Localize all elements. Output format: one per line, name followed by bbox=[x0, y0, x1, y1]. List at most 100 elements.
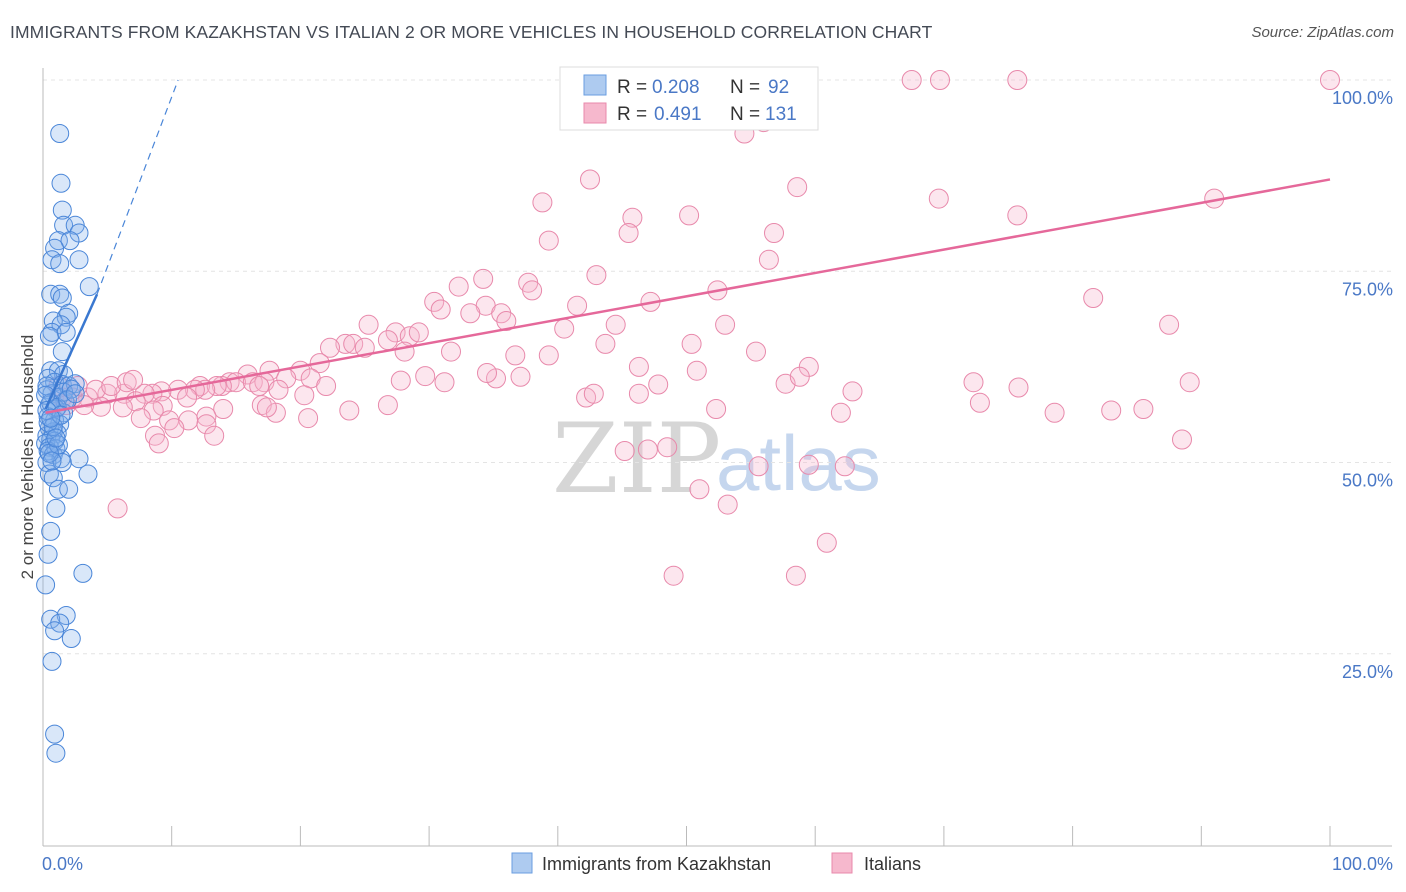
kazakhstan-point-14 bbox=[50, 284, 70, 304]
italians-point-122 bbox=[842, 381, 863, 402]
italians-point-148 bbox=[1172, 429, 1192, 450]
italians-point-41 bbox=[377, 330, 398, 351]
trend-lines bbox=[44, 79, 1331, 415]
italians-point-99 bbox=[143, 400, 164, 421]
kazakhstan-point-59 bbox=[43, 468, 63, 488]
kazakhstan-point-1 bbox=[51, 173, 71, 193]
italians-point-73 bbox=[268, 379, 289, 400]
kazakhstan-point-0 bbox=[50, 124, 70, 143]
stats-legend: R = 0.208 N = 92 R = 0.491 N = 131 bbox=[559, 66, 819, 131]
italians-point-0 bbox=[901, 70, 922, 90]
italians-point-147 bbox=[107, 498, 128, 519]
legend-r-value-1: 0.208 bbox=[652, 77, 700, 98]
italians-point-131 bbox=[390, 370, 411, 391]
italians-point-124 bbox=[969, 392, 990, 413]
italians-point-8 bbox=[532, 192, 553, 213]
italians-point-146 bbox=[785, 565, 806, 586]
italians-point-14 bbox=[618, 223, 639, 243]
kazakhstan-point-72 bbox=[42, 651, 62, 671]
italians-point-120 bbox=[648, 374, 669, 395]
italians-point-142 bbox=[689, 479, 710, 500]
italians-point-51 bbox=[505, 345, 526, 366]
italians-point-102 bbox=[377, 395, 398, 416]
italians-point-24 bbox=[424, 291, 445, 312]
y-tick-label-50: 50.0% bbox=[1342, 471, 1393, 491]
italians-point-145 bbox=[663, 565, 684, 586]
italians-point-42 bbox=[335, 333, 356, 354]
legend-r-label-2: R = bbox=[617, 104, 647, 125]
italians-point-3 bbox=[1320, 70, 1340, 90]
italians-point-50 bbox=[746, 341, 766, 362]
italians-point-37 bbox=[554, 318, 575, 339]
italians-point-90 bbox=[177, 387, 198, 408]
kazakhstan-point-60 bbox=[48, 479, 68, 499]
kazakhstan-point-61 bbox=[59, 479, 79, 499]
italians-point-103 bbox=[256, 397, 277, 418]
italians-point-28 bbox=[1083, 288, 1104, 308]
italians-point-110 bbox=[164, 418, 185, 439]
y-tick-labels: 100.0% 75.0% 50.0% 25.0% bbox=[1332, 88, 1393, 682]
y-tick-label-100: 100.0% bbox=[1332, 88, 1393, 108]
italians-point-19 bbox=[586, 265, 607, 286]
italians-point-112 bbox=[830, 402, 851, 423]
italians-point-86 bbox=[85, 379, 106, 400]
kazakhstan-point-58 bbox=[78, 464, 98, 484]
kazakhstan-point-64 bbox=[38, 544, 58, 564]
kazakhstan-point-74 bbox=[46, 743, 66, 763]
italians-point-29 bbox=[430, 299, 451, 320]
italians-point-17 bbox=[758, 249, 779, 270]
bottom-legend-swatch-kazakhstan bbox=[511, 852, 533, 874]
x-ticks bbox=[171, 826, 1331, 846]
italians-point-48 bbox=[394, 341, 415, 362]
source-label: Source: ZipAtlas.com bbox=[1251, 24, 1394, 41]
italians-point-109 bbox=[196, 414, 217, 435]
italians-point-98 bbox=[213, 399, 234, 419]
italians-point-46 bbox=[681, 333, 702, 354]
y-tick-label-75: 75.0% bbox=[1342, 279, 1393, 299]
italians-point-13 bbox=[622, 207, 643, 228]
kazakhstan-point-12 bbox=[79, 277, 99, 297]
kazakhstan-point-22 bbox=[39, 326, 59, 346]
italians-point-139 bbox=[834, 456, 855, 477]
italians-point-44 bbox=[320, 337, 340, 358]
x-tick-label-min: 0.0% bbox=[42, 854, 83, 874]
italians-point-115 bbox=[1101, 400, 1122, 421]
kazakhstan-point-71 bbox=[61, 629, 81, 648]
italians-point-52 bbox=[538, 345, 559, 366]
kazakhstan-point-10 bbox=[50, 254, 70, 274]
kazakhstan-point-63 bbox=[41, 521, 61, 541]
kazakhstan-point-7 bbox=[60, 231, 80, 251]
x-tick-label-max: 100.0% bbox=[1332, 854, 1393, 874]
italians-point-54 bbox=[686, 360, 707, 381]
italians-point-68 bbox=[249, 376, 270, 396]
italians-point-36 bbox=[358, 314, 379, 335]
italians-point-105 bbox=[298, 408, 319, 429]
legend-swatch-italians bbox=[583, 102, 607, 124]
y-tick-label-25: 25.0% bbox=[1342, 662, 1393, 682]
italians-point-119 bbox=[628, 383, 649, 404]
italians-point-126 bbox=[1179, 372, 1200, 393]
italians-point-106 bbox=[130, 408, 151, 429]
italians-point-87 bbox=[101, 376, 122, 396]
italians-point-6 bbox=[580, 169, 600, 190]
italians-point-1 bbox=[930, 70, 950, 90]
italians-point-2 bbox=[1007, 70, 1028, 90]
italians-point-45 bbox=[595, 333, 616, 354]
legend-r-value-2: 0.491 bbox=[654, 104, 702, 125]
legend-swatch-kazakhstan bbox=[583, 74, 607, 96]
kazakhstan-point-73 bbox=[45, 724, 65, 744]
legend-n-value-2: 131 bbox=[765, 104, 797, 125]
axes bbox=[42, 68, 1392, 847]
italians-point-137 bbox=[637, 439, 658, 460]
italians-point-22 bbox=[522, 280, 543, 301]
italians-point-136 bbox=[614, 441, 635, 461]
italians-point-140 bbox=[798, 454, 819, 475]
kazakhstan-point-82 bbox=[42, 451, 62, 471]
italians-point-127 bbox=[123, 369, 144, 390]
kazakhstan-point-67 bbox=[56, 606, 76, 625]
italians-point-129 bbox=[477, 363, 497, 383]
italians-point-125 bbox=[1008, 377, 1029, 398]
italians-point-43 bbox=[343, 333, 364, 354]
italians-point-26 bbox=[567, 295, 588, 316]
kazakhstan-point-70 bbox=[45, 621, 65, 641]
